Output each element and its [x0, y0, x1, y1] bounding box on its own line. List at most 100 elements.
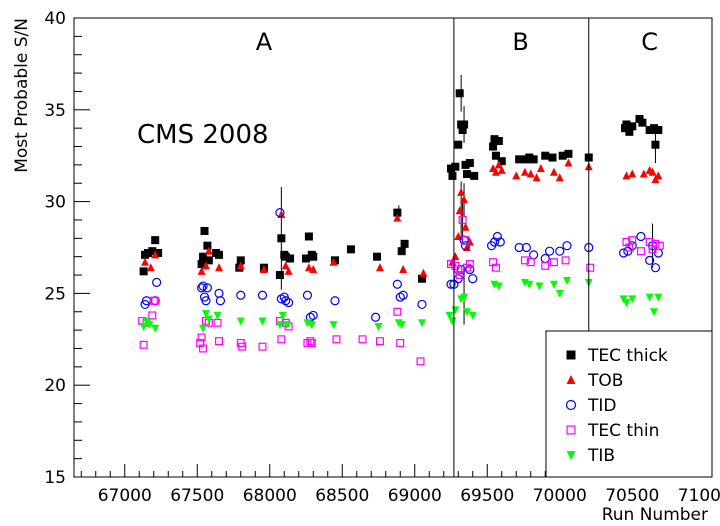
x-tick-label: 70000 [533, 486, 587, 506]
data-point [258, 317, 267, 326]
data-point [638, 118, 647, 127]
data-point [460, 120, 469, 129]
data-point [648, 167, 657, 176]
data-point [445, 311, 454, 320]
data-point [494, 282, 503, 291]
data-point [215, 263, 223, 272]
data-point [215, 337, 224, 346]
data-point [622, 299, 631, 308]
period-label: A [256, 28, 273, 56]
data-point [306, 337, 315, 346]
data-point [331, 256, 339, 265]
y-tick-label: 20 [44, 376, 66, 396]
legend-label: TOB [587, 371, 623, 391]
data-point [555, 173, 564, 182]
data-point [213, 311, 222, 320]
data-point [460, 293, 469, 302]
data-point [329, 257, 338, 266]
data-point [151, 250, 160, 259]
data-point [460, 195, 469, 204]
data-point [645, 293, 654, 302]
data-point [198, 281, 208, 291]
data-point [529, 155, 538, 164]
y-tick-label: 25 [44, 284, 66, 304]
legend-label: TEC thin [587, 421, 659, 441]
data-point [491, 151, 500, 160]
data-point [457, 187, 466, 196]
x-tick-label: 69500 [460, 486, 514, 506]
data-point [564, 158, 573, 167]
data-point [448, 171, 457, 180]
data-point [197, 283, 207, 293]
series-tec-thin [138, 215, 664, 366]
data-point [302, 290, 313, 300]
data-point [461, 236, 470, 245]
data-point [549, 280, 558, 289]
data-point [259, 265, 268, 274]
data-point [257, 290, 268, 300]
data-point [490, 135, 499, 144]
data-point [492, 231, 502, 242]
data-point [541, 261, 550, 270]
data-point [203, 241, 212, 250]
data-point [494, 137, 503, 146]
data-point [419, 268, 428, 277]
data-point [151, 236, 160, 245]
data-point [628, 122, 637, 131]
data-point [416, 357, 425, 366]
data-point [515, 155, 524, 164]
data-point [277, 209, 286, 218]
data-point [199, 252, 208, 261]
y-tick-label: 15 [44, 468, 66, 488]
data-point [358, 335, 367, 344]
data-point [346, 245, 355, 254]
data-point [458, 215, 467, 224]
data-point [460, 241, 471, 251]
data-point [495, 237, 505, 247]
legend-marker [566, 375, 576, 384]
data-point [462, 170, 471, 179]
data-point [215, 250, 223, 259]
data-point [277, 335, 286, 344]
data-point [535, 282, 544, 291]
data-point [374, 322, 383, 331]
data-point [520, 256, 529, 265]
data-point [526, 169, 535, 178]
data-point [454, 265, 463, 274]
data-point [417, 299, 427, 310]
period-regions: A B C [256, 28, 658, 56]
data-point [650, 124, 658, 133]
data-point [139, 340, 148, 349]
data-point [448, 317, 457, 326]
data-point [489, 142, 498, 151]
data-point [548, 153, 557, 162]
data-point [143, 249, 152, 258]
data-point [654, 125, 663, 134]
data-point [451, 252, 460, 261]
data-point [645, 255, 655, 265]
x-tick-label: 69000 [388, 486, 442, 506]
data-point [465, 159, 474, 168]
data-point [397, 321, 406, 330]
data-point [145, 321, 154, 330]
data-point [650, 308, 658, 317]
data-point [555, 289, 564, 298]
data-point [281, 261, 290, 270]
data-point [258, 342, 267, 351]
data-point [275, 208, 285, 218]
data-point [238, 342, 247, 351]
data-point [418, 319, 426, 328]
data-point [152, 277, 162, 287]
plot-border [73, 17, 713, 478]
data-point [455, 206, 464, 215]
data-point [329, 321, 338, 330]
data-point [397, 247, 406, 256]
data-point [307, 321, 316, 330]
data-point [455, 89, 464, 98]
data-point [200, 226, 209, 235]
data-point [146, 263, 155, 272]
data-point [549, 258, 558, 267]
data-point [278, 311, 287, 320]
data-point [526, 258, 535, 267]
